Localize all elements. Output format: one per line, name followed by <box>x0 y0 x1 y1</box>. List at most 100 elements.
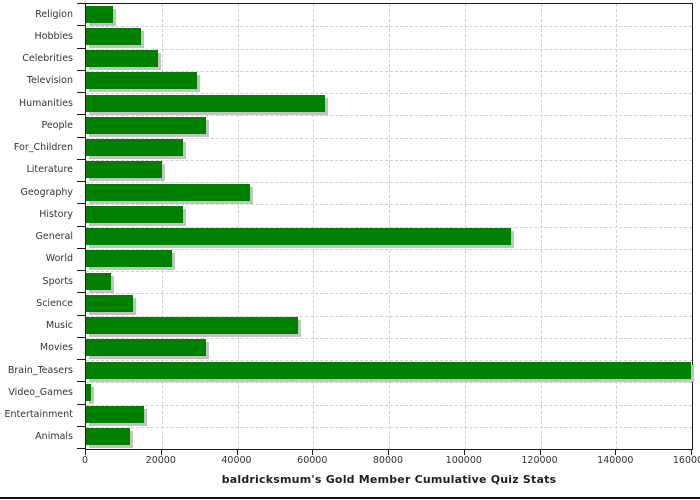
y-axis-label: History <box>39 208 73 220</box>
x-axis-label: 120000 <box>521 455 558 466</box>
y-axis-label: Brain_Teasers <box>7 364 73 376</box>
x-axis-label: 160000 <box>672 455 700 466</box>
gridline-horizontal <box>86 293 692 295</box>
y-tick <box>77 181 85 182</box>
y-axis-label: Sports <box>42 275 73 287</box>
x-axis-label: 80000 <box>372 455 404 466</box>
gridline-horizontal <box>86 337 692 339</box>
y-tick <box>77 314 85 316</box>
y-tick <box>77 3 85 4</box>
gridline-horizontal <box>86 137 692 139</box>
y-tick <box>77 158 85 160</box>
gridline-horizontal <box>86 182 692 183</box>
gridline-horizontal <box>86 382 692 384</box>
bar-celebrities <box>86 50 159 68</box>
y-axis-label: World <box>45 253 73 265</box>
y-tick <box>77 403 85 405</box>
y-axis-label: Hobbies <box>34 30 73 42</box>
bar-entertainment <box>86 406 144 424</box>
x-tick <box>312 450 314 455</box>
y-tick <box>77 270 85 271</box>
y-axis-label: Entertainment <box>4 409 73 421</box>
gridline-horizontal <box>86 271 692 272</box>
bar-sports <box>86 272 112 290</box>
gridline-horizontal <box>86 159 692 161</box>
gridline-horizontal <box>86 248 692 250</box>
gridline-horizontal <box>86 115 692 117</box>
x-axis-label: 140000 <box>597 455 634 466</box>
bar-television <box>86 72 197 90</box>
y-axis-label: Geography <box>20 186 73 198</box>
y-axis-label: People <box>41 119 73 131</box>
x-axis-label: 100000 <box>445 455 482 466</box>
gridline-horizontal <box>86 48 692 50</box>
y-tick <box>77 25 85 27</box>
x-tick <box>236 450 238 455</box>
y-axis-label: Literature <box>26 164 73 176</box>
x-tick <box>691 450 692 455</box>
y-axis-label: Movies <box>39 342 73 354</box>
x-axis-label: 0 <box>81 455 89 466</box>
gridline-horizontal <box>86 315 692 317</box>
bar-geography <box>86 183 250 201</box>
bar-religion <box>86 5 113 23</box>
bar-literature <box>86 161 163 179</box>
gridline-horizontal <box>86 404 692 406</box>
bar-hobbies <box>86 27 141 45</box>
y-tick <box>77 292 85 294</box>
x-axis-label: 40000 <box>221 455 252 466</box>
x-tick <box>160 450 162 455</box>
y-axis-label: Celebrities <box>22 53 73 65</box>
x-axis-label: 20000 <box>145 455 176 466</box>
y-axis-label: Science <box>36 297 73 309</box>
y-tick <box>77 381 85 383</box>
y-tick <box>77 69 85 71</box>
y-tick <box>77 247 85 249</box>
bar-general <box>86 228 511 246</box>
bar-humanities <box>86 94 325 112</box>
bar-video_games <box>86 383 91 401</box>
y-tick <box>77 136 85 138</box>
x-tick <box>388 450 389 455</box>
y-axis-label: Television <box>26 75 73 87</box>
y-axis-label: General <box>35 231 73 243</box>
bar-animals <box>86 428 131 446</box>
y-axis-label: Video_Games <box>8 386 73 398</box>
x-tick <box>85 450 86 455</box>
y-axis-label: Music <box>45 320 73 332</box>
bar-for_children <box>86 139 184 157</box>
x-tick <box>539 450 541 455</box>
y-tick <box>77 448 85 449</box>
bar-science <box>86 294 133 312</box>
bar-history <box>86 205 183 223</box>
x-axis-label: 60000 <box>297 455 328 466</box>
bar-world <box>86 250 172 268</box>
y-axis-label: Humanities <box>18 97 73 109</box>
y-axis-label: Religion <box>35 8 73 20</box>
gridline-horizontal <box>86 204 692 206</box>
y-tick <box>77 92 85 93</box>
y-axis-label: Animals <box>35 431 73 443</box>
bar-movies <box>86 339 206 357</box>
y-axis-label: For_Children <box>13 142 73 154</box>
y-tick <box>77 225 85 227</box>
gridline-horizontal <box>86 360 692 361</box>
gridline-horizontal <box>86 226 692 228</box>
bar-music <box>86 317 299 335</box>
bottom-border-line <box>0 497 700 499</box>
x-tick <box>615 450 617 455</box>
gridline-horizontal <box>86 26 692 28</box>
x-tick <box>463 450 465 455</box>
y-tick <box>77 359 85 360</box>
y-tick <box>77 114 85 116</box>
gridline-horizontal <box>86 70 692 72</box>
y-tick <box>77 47 85 49</box>
y-tick <box>77 336 85 338</box>
gridline-horizontal <box>86 93 692 94</box>
bar-brain_teasers <box>86 361 691 379</box>
chart-title: baldricksmum's Gold Member Cumulative Qu… <box>221 473 557 486</box>
y-tick <box>77 203 85 205</box>
y-tick <box>77 425 85 427</box>
bar-people <box>86 116 207 134</box>
